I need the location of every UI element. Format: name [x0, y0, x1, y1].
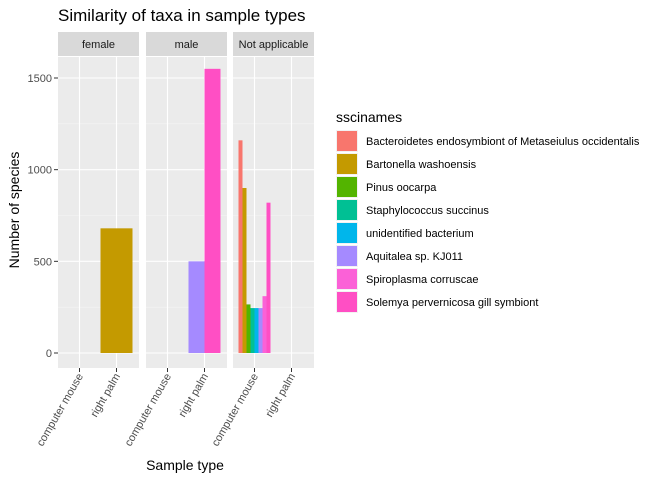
legend-label: Aquitalea sp. KJ011: [366, 251, 463, 263]
y-tick-label: 500: [34, 256, 52, 268]
x-tick-label: right palm: [264, 372, 299, 420]
legend-item: Solemya pervernicosa gill symbiont: [336, 291, 538, 313]
x-tick-label: computer mouse: [35, 372, 86, 449]
bar-staphylococcus-succinus: [250, 308, 255, 353]
legend-label: Solemya pervernicosa gill symbiont: [366, 297, 538, 309]
legend-item: Bacteroidetes endosymbiont of Metaseiulu…: [336, 130, 640, 152]
x-tick-label: right palm: [177, 372, 212, 420]
y-tick-label: 0: [46, 348, 52, 360]
legend-swatch: [337, 131, 357, 151]
bar-aquitalea-sp-kj011: [188, 261, 205, 353]
facet-panel-female: female computer mouse right palm: [35, 32, 139, 448]
facet-strip: [233, 32, 314, 56]
legend: sscinames Bacteroidetes endosymbiont of …: [336, 109, 640, 313]
legend-swatch: [337, 246, 357, 266]
y-tick-label: 1500: [28, 73, 52, 85]
legend-label: Staphylococcus succinus: [366, 205, 489, 217]
legend-item: Spiroplasma corruscae: [336, 268, 479, 290]
x-tick-label: right palm: [89, 372, 124, 420]
bar-bacteroidetes-endosymbiont-of-metaseiulus-occidentalis: [238, 140, 243, 353]
legend-swatch: [337, 154, 357, 174]
legend-item: Aquitalea sp. KJ011: [336, 245, 463, 267]
legend-item: Pinus oocarpa: [336, 176, 437, 198]
chart-title: Similarity of taxa in sample types: [58, 6, 306, 25]
legend-swatch: [337, 177, 357, 197]
legend-title: sscinames: [336, 109, 402, 125]
facet-strip: [146, 32, 227, 56]
bar-bartonella-washoensis: [100, 228, 133, 353]
bar-pinus-oocarpa: [246, 304, 251, 353]
facet-strip-label: Not applicable: [239, 39, 309, 51]
bar-unidentified-bacterium: [254, 308, 259, 353]
legend-label: Bacteroidetes endosymbiont of Metaseiulu…: [366, 136, 640, 148]
facet-strip: [58, 32, 139, 56]
legend-label: Bartonella washoensis: [366, 159, 477, 171]
x-tick-label: computer mouse: [210, 372, 261, 449]
legend-item: Bartonella washoensis: [336, 153, 477, 175]
legend-label: Pinus oocarpa: [366, 182, 437, 194]
legend-item: Staphylococcus succinus: [336, 199, 489, 221]
legend-swatch: [337, 223, 357, 243]
legend-label: Spiroplasma corruscae: [366, 274, 479, 286]
legend-swatch: [337, 292, 357, 312]
legend-swatch: [337, 269, 357, 289]
x-axis-title: Sample type: [146, 457, 224, 473]
bar-bartonella-washoensis: [242, 188, 247, 353]
facet-strip-label: female: [82, 39, 115, 51]
bar-solemya-pervernicosa-gill-symbiont: [204, 68, 221, 353]
facet-strip-label: male: [175, 39, 199, 51]
bar-solemya-pervernicosa-gill-symbiont: [266, 202, 271, 353]
bar-aquitalea-sp-kj011: [258, 308, 263, 353]
legend-label: unidentified bacterium: [366, 228, 474, 240]
bar-spiroplasma-corruscae: [262, 296, 267, 353]
y-axis: 0 500 1000 1500: [28, 73, 58, 360]
x-tick-label: computer mouse: [123, 372, 174, 449]
y-axis-title: Number of species: [6, 152, 22, 269]
y-tick-label: 1000: [28, 165, 52, 177]
legend-swatch: [337, 200, 357, 220]
legend-item: unidentified bacterium: [336, 222, 474, 244]
